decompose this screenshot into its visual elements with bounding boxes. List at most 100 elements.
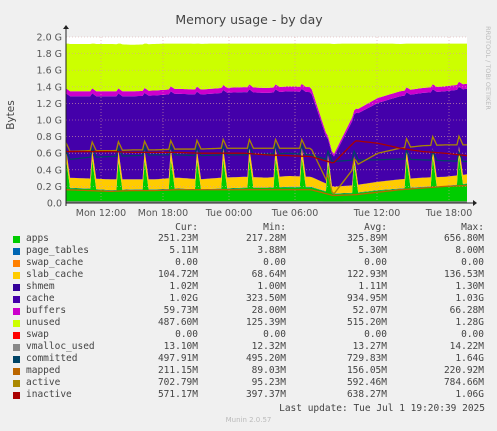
legend-name: buffers [26,305,67,316]
legend-swatch [13,236,20,243]
plot-area: 0.0 0.2 G 0.4 G 0.6 G 0.8 G 1.0 G 1.2 G 1.4 G 1.… [37,25,477,219]
y-axis-label: Bytes [5,100,17,129]
legend-max: 784.66M [443,377,484,388]
legend-avg: 156.05M [346,365,387,376]
legend-cur: 251.23M [157,233,198,244]
legend-min: 28.00M [251,305,286,316]
x-tick-label: Tue 00:00 [205,208,253,219]
legend-swatch [13,332,20,339]
y-tick-label: 1.4 G [37,82,63,93]
x-tick-label: Tue 12:00 [353,208,401,219]
legend-cur: 104.72M [157,269,198,280]
legend-avg: 729.83M [346,353,387,364]
last-update: Last update: Tue Jul 1 19:20:39 2025 [279,403,485,414]
legend-swatch [13,392,20,399]
legend-max: 1.06G [455,389,484,400]
area-buffers [66,81,467,157]
x-tick-label: Mon 18:00 [138,208,188,219]
legend-max: 1.64G [455,353,484,364]
y-tick-label: 1.2 G [37,99,63,110]
legend-cur: 487.60M [157,317,198,328]
legend-name: vmalloc_used [26,341,95,352]
legend-row: active 702.79M 95.23M 592.46M 784.66M [10,377,490,389]
area-unused [66,43,467,154]
legend-swatch [13,320,20,327]
legend-max: 1.28G [455,317,484,328]
y-tick-label: 0.8 G [37,132,63,143]
legend-row: buffers 59.73M 28.00M 52.07M 66.28M [10,305,490,317]
legend-avg: 5.30M [358,245,387,256]
legend-name: swap_cache [26,257,84,268]
legend-avg: 515.20M [346,317,387,328]
legend-max: 136.53M [443,269,484,280]
legend-row: slab_cache 104.72M 68.64M 122.93M 136.53M [10,269,490,281]
legend-cur: 13.10M [163,341,198,352]
legend-swatch [13,368,20,375]
legend-min: 397.37M [245,389,286,400]
legend: apps 251.23M 217.28M 325.89M 656.80M page_tab… [10,233,490,401]
legend-row: swap_cache 0.00 0.00 0.00 0.00 [10,257,490,269]
legend-header: Cur: Min: Avg: Max: [10,222,490,234]
legend-min: 12.32M [251,341,286,352]
legend-max: 220.92M [443,365,484,376]
legend-min: 495.20M [245,353,286,364]
legend-avg: 52.07M [352,305,387,316]
legend-swatch [13,260,20,267]
legend-row: committed 497.91M 495.20M 729.83M 1.64G [10,353,490,365]
legend-min: 0.00 [263,329,286,340]
y-tick-label: 0.2 G [37,182,63,193]
x-tick-label: Tue 06:00 [271,208,319,219]
legend-min: 89.03M [251,365,286,376]
legend-min: 0.00 [263,257,286,268]
y-tick-label: 0.4 G [37,165,63,176]
legend-cur: 702.79M [157,377,198,388]
legend-cur: 1.02M [169,281,198,292]
legend-row: shmem 1.02M 1.00M 1.11M 1.30M [10,281,490,293]
legend-swatch [13,248,20,255]
legend-max: 656.80M [443,233,484,244]
legend-avg: 325.89M [346,233,387,244]
legend-name: unused [26,317,61,328]
y-tick-label: 1.0 G [37,116,63,127]
legend-name: apps [26,233,49,244]
chart-svg: Memory usage - by day Bytes RRDTOOL / TO… [5,12,492,219]
y-axis-arrow [63,25,69,29]
header-avg: Avg: [364,222,387,233]
legend-swatch [13,356,20,363]
legend-swatch [13,296,20,303]
legend-avg: 934.95M [346,293,387,304]
chart-title: Memory usage - by day [175,12,323,27]
header-cur: Cur: [175,222,198,233]
legend-avg: 592.46M [346,377,387,388]
legend-max: 1.30M [455,281,484,292]
legend-name: swap [26,329,49,340]
legend-cur: 211.15M [157,365,198,376]
x-tick-label: Tue 18:00 [425,208,473,219]
legend-name: cache [26,293,55,304]
y-tick-label: 0.0 [47,199,62,210]
y-tick-label: 1.8 G [37,49,63,60]
legend-min: 1.00M [257,281,286,292]
legend-min: 323.50M [245,293,286,304]
legend-name: inactive [26,389,72,400]
header-min: Min: [263,222,286,233]
legend-row: vmalloc_used 13.10M 12.32M 13.27M 14.22M [10,341,490,353]
legend-max: 0.00 [461,329,484,340]
legend-swatch [13,380,20,387]
line-inactive [66,140,468,164]
legend-cur: 571.17M [157,389,198,400]
legend-min: 95.23M [251,377,286,388]
legend-name: active [26,377,61,388]
munin-version: Munin 2.0.57 [225,416,272,424]
legend-cur: 0.00 [175,329,198,340]
legend-max: 1.03G [455,293,484,304]
y-tick-label: 0.6 G [37,149,63,160]
y-tick-label: 1.6 G [37,66,63,77]
legend-avg: 0.00 [364,329,387,340]
legend-swatch [13,344,20,351]
line-committed [65,143,468,163]
legend-row: unused 487.60M 125.39M 515.20M 1.28G [10,317,490,329]
header-max: Max: [461,222,484,233]
legend-max: 66.28M [449,305,484,316]
